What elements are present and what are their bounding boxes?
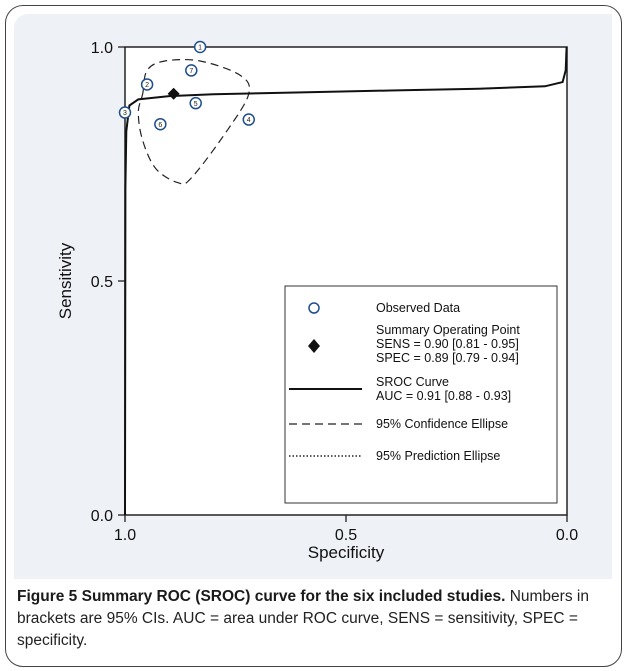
caption-text: Numbers in brackets are 95% CIs. AUC = a…: [17, 588, 589, 649]
observed-point-label-2: 2: [145, 82, 149, 89]
legend-summary-title: Summary Operating Point: [376, 323, 520, 337]
legend-box: [284, 285, 558, 504]
legend: Observed Data Summary Operating Point SE…: [284, 285, 558, 504]
summary-operating-point: [167, 87, 180, 100]
y-axis: 0.0 0.5 1.0 Sensitivity: [56, 40, 125, 525]
legend-sroc-title: SROC Curve: [376, 375, 449, 389]
legend-summary-sens: SENS = 0.90 [0.81 - 0.95]: [376, 337, 519, 351]
observed-point-3: [118, 106, 132, 119]
observed-point-label-7: 7: [189, 68, 193, 75]
observed-point-5: [189, 96, 202, 110]
observed-point-label-4: 4: [247, 117, 251, 124]
x-tick-label-3: 0.0: [556, 527, 578, 544]
y-tick-label-2: 0.5: [91, 274, 113, 291]
y-tick-label-3: 1.0: [91, 40, 113, 57]
legend-summary-spec: SPEC = 0.89 [0.79 - 0.94]: [376, 351, 519, 365]
observed-point-label-1: 1: [198, 45, 202, 52]
legend-confidence-label: 95% Confidence Ellipse: [376, 417, 508, 431]
legend-observed-marker: [308, 302, 320, 314]
x-tick-label-1: 1.0: [114, 527, 136, 544]
x-axis-label: Specificity: [308, 543, 385, 562]
observed-point-label-3: 3: [123, 110, 127, 117]
observed-point-label-6: 6: [158, 122, 162, 129]
x-axis: 1.0 0.5 0.0 Specificity: [114, 515, 578, 562]
y-tick-label-1: 0.0: [91, 508, 113, 525]
confidence-ellipse: [137, 58, 251, 185]
legend-sroc-auc: AUC = 0.91 [0.88 - 0.93]: [376, 389, 511, 403]
observed-point-1: [193, 40, 207, 54]
observed-points: 1 2 3 4 5 6 7: [118, 40, 256, 131]
caption-title: Summary ROC (SROC) curve for the six inc…: [81, 588, 506, 605]
legend-prediction-label: 95% Prediction Ellipse: [376, 449, 500, 463]
caption-figure-label: Figure 5: [17, 588, 78, 605]
observed-point-7: [185, 64, 198, 77]
observed-point-2: [140, 78, 154, 91]
figure-caption: Figure 5 Summary ROC (SROC) curve for th…: [17, 586, 611, 652]
legend-summary-marker: [308, 339, 320, 353]
legend-observed-label: Observed Data: [376, 301, 460, 315]
observed-point-6: [154, 117, 167, 131]
y-axis-label: Sensitivity: [56, 242, 75, 319]
observed-point-label-5: 5: [194, 101, 198, 108]
sroc-curve: [124, 46, 568, 516]
x-tick-label-2: 0.5: [335, 527, 357, 544]
observed-point-4: [242, 113, 256, 126]
